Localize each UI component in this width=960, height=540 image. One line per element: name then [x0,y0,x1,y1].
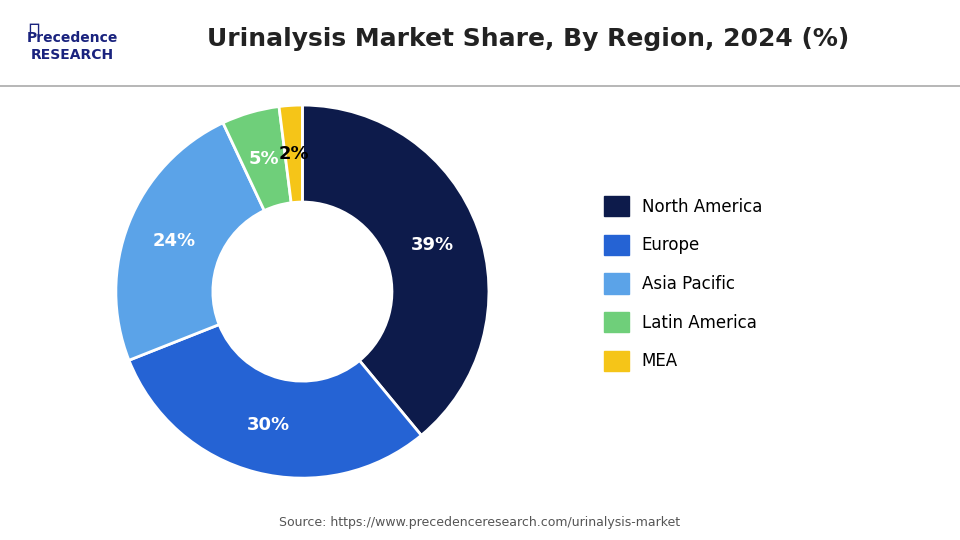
Text: 30%: 30% [247,416,290,434]
Text: 24%: 24% [153,232,196,250]
Wedge shape [129,325,421,478]
Text: Urinalysis Market Share, By Region, 2024 (%): Urinalysis Market Share, By Region, 2024… [206,27,850,51]
Wedge shape [302,105,489,435]
Text: 39%: 39% [411,236,454,254]
Text: Source: https://www.precedenceresearch.com/urinalysis-market: Source: https://www.precedenceresearch.c… [279,516,681,529]
Text: ⊓: ⊓ [27,20,40,38]
Text: 2%: 2% [278,145,309,163]
Wedge shape [279,105,302,202]
Text: Precedence
RESEARCH: Precedence RESEARCH [26,31,118,62]
Wedge shape [223,106,291,211]
Legend: North America, Europe, Asia Pacific, Latin America, MEA: North America, Europe, Asia Pacific, Lat… [604,196,762,371]
Wedge shape [116,123,264,360]
Text: 5%: 5% [249,150,279,168]
